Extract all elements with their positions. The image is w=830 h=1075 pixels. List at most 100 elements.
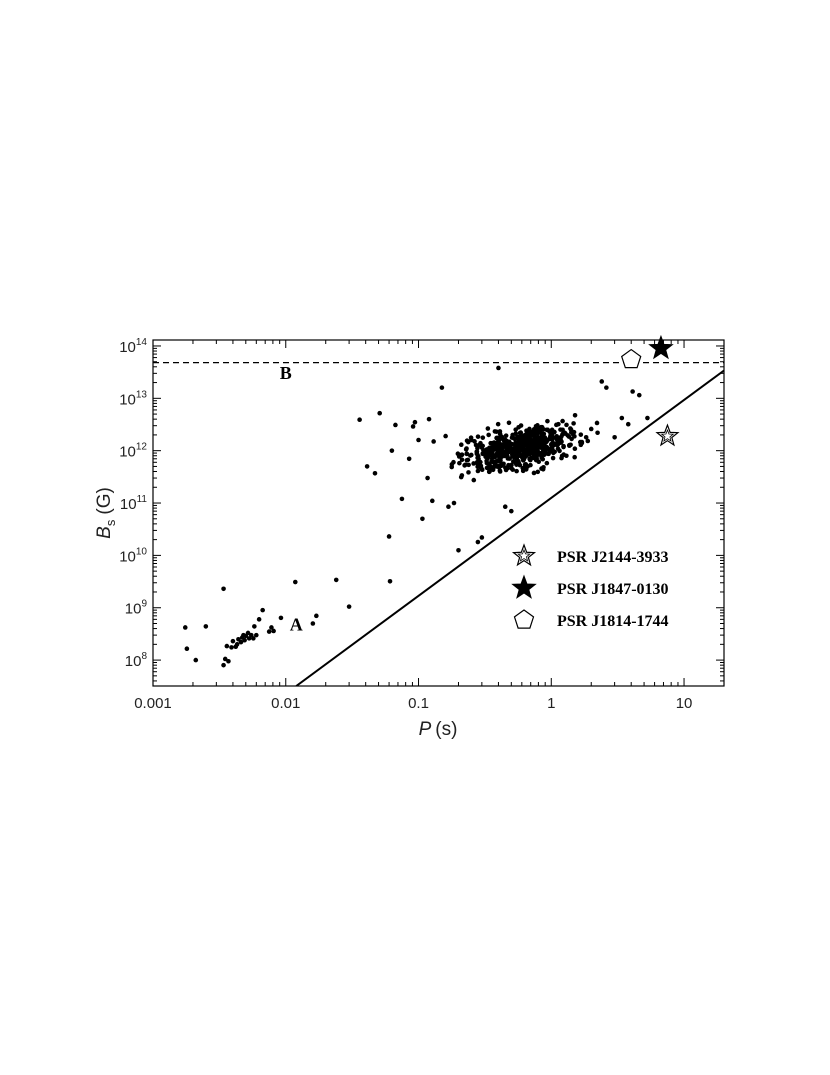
pulsar-point [230, 638, 236, 644]
y-tick-label: 108 [125, 651, 148, 670]
pulsar-point [548, 431, 553, 437]
pulsar-point [346, 604, 352, 609]
y-tick-exponent: 8 [141, 651, 147, 662]
pulsar-point [458, 442, 464, 448]
y-tick-exponent: 14 [136, 337, 148, 348]
pulsar-point [457, 460, 462, 466]
pulsar-point [245, 630, 251, 636]
pulsar-point [269, 625, 274, 630]
pulsar-point [526, 434, 532, 439]
pulsar-point [541, 438, 547, 443]
x-axis-var: P [419, 719, 432, 740]
pulsar-point [475, 464, 480, 470]
marker-open-star [655, 423, 680, 447]
pulsar-point [583, 434, 589, 440]
pulsar-point [475, 434, 481, 439]
pulsar-point [498, 453, 504, 458]
pulsar-point [502, 504, 508, 510]
pulsar-point [221, 662, 226, 668]
pulsar-point [182, 625, 188, 630]
pulsar-point [528, 462, 533, 468]
pulsar-point [377, 410, 382, 416]
pulsar-point [480, 443, 485, 449]
pulsar-point [517, 462, 523, 468]
pulsar-point [393, 422, 398, 428]
y-tick-label: 1010 [119, 546, 147, 565]
y-tick-label: 1011 [120, 494, 148, 513]
y-tick-exponent: 9 [141, 599, 147, 610]
pulsar-point [561, 430, 567, 435]
pulsar-point [531, 470, 537, 476]
y-axis-title: Bs (G) [94, 487, 118, 539]
pulsar-point [484, 465, 490, 471]
axis-ticks [152, 340, 725, 686]
y-tick-base: 10 [125, 601, 142, 618]
pulsar-point [497, 469, 503, 474]
region-label-B: B [280, 363, 292, 383]
pulsar-point [521, 455, 527, 461]
pulsar-point [203, 624, 209, 629]
pulsar-point [572, 446, 578, 452]
legend-label: PSR J1847-0130 [557, 581, 669, 598]
pulsar-point [449, 462, 455, 467]
pulsar-point [571, 429, 577, 435]
pulsar-point [387, 578, 393, 584]
pulsar-point [416, 437, 421, 443]
tick-labels: 0.001 0.01 0.1 1 101081091010101110121013101… [119, 337, 692, 712]
pulsar-point [469, 452, 474, 458]
pulsar-point [513, 431, 519, 437]
pulsar-point [499, 442, 504, 447]
pulsar-point [486, 469, 492, 475]
pulsar-point [506, 420, 512, 426]
pulsar-point [429, 498, 435, 504]
pulsar-point [517, 430, 523, 436]
pulsar-point [459, 457, 465, 462]
pulsar-point [463, 447, 469, 452]
y-tick-exponent: 13 [136, 389, 148, 400]
pulsar-point [466, 462, 471, 468]
pulsar-point [595, 430, 600, 436]
pulsar-point [184, 646, 190, 652]
pulsar-point [572, 413, 578, 418]
pulsar-point [406, 456, 412, 462]
y-axis-subscript: s [103, 519, 118, 526]
pulsar-point [410, 424, 416, 429]
region-label-A: A [290, 614, 303, 634]
pulsar-point [489, 445, 494, 451]
pulsar-point [465, 439, 471, 445]
pulsar-point [555, 446, 561, 451]
pulsar-point [541, 431, 547, 437]
marker-open-pentagon [620, 348, 642, 369]
marker-open-star-inner [660, 428, 675, 442]
pulsar-point [594, 420, 600, 426]
pulsar-point [425, 475, 430, 481]
x-tick-label: 0.001 [134, 695, 172, 712]
pulsar-point [526, 447, 532, 453]
pulsar-point [485, 454, 491, 460]
line-A [295, 369, 724, 686]
plot-frame [152, 339, 725, 687]
pulsar-point [222, 656, 228, 662]
pulsar-point [431, 439, 436, 444]
pulsar-point [372, 470, 378, 476]
legend-marker-open-pentagon [513, 609, 535, 629]
legend-marker-open-star-inner [517, 548, 531, 562]
pulsar-point [468, 435, 474, 441]
legend-label: PSR J1814-1744 [557, 613, 669, 630]
pulsar-point [549, 445, 555, 450]
pulsar-point [224, 643, 230, 649]
pulsar-point [246, 636, 252, 641]
pulsar-point [466, 470, 471, 475]
pulsar-point [509, 462, 514, 468]
pulsar-point [529, 444, 534, 449]
pulsar-point [443, 433, 448, 439]
pulsar-point [604, 385, 609, 390]
pulsar-point [260, 607, 265, 613]
pulsar-point [221, 586, 226, 592]
pulsar-point [509, 508, 514, 514]
pulsar-point [523, 462, 529, 467]
y-tick-base: 10 [120, 496, 137, 513]
pulsar-point [492, 454, 498, 460]
y-tick-label: 1013 [119, 389, 147, 408]
